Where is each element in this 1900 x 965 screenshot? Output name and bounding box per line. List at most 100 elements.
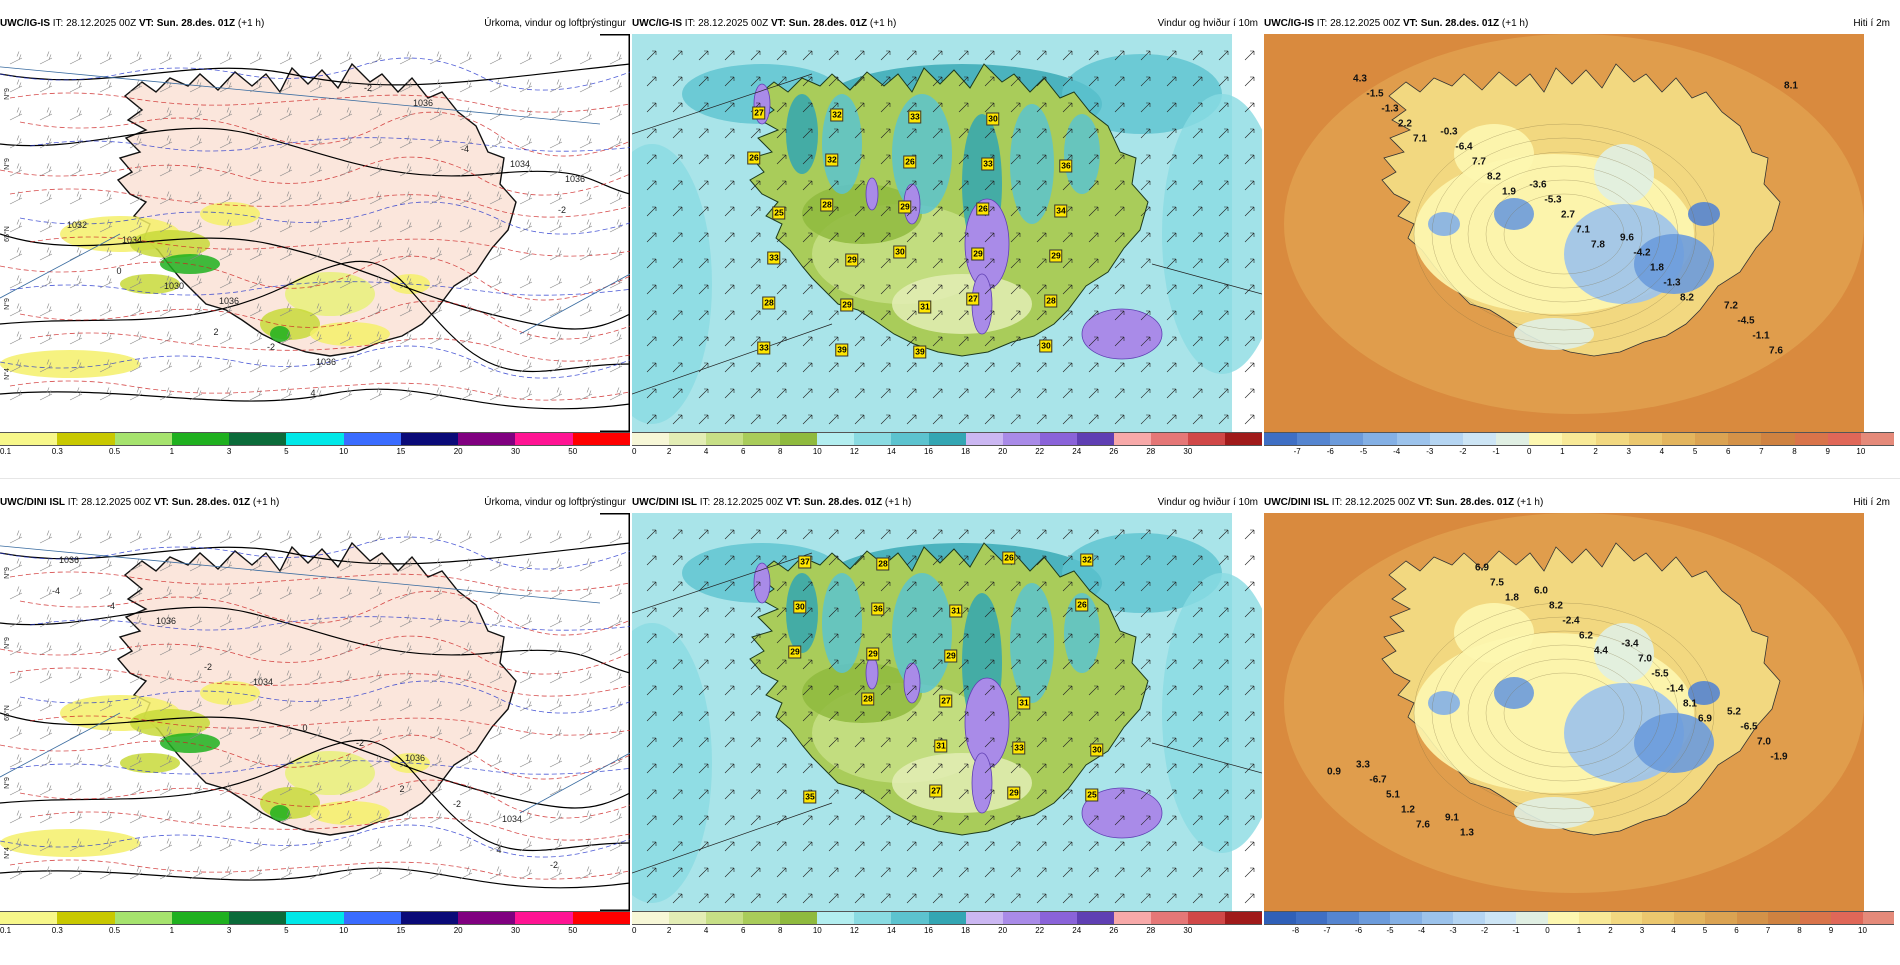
wind-arrow	[1166, 581, 1177, 592]
colorbar-swatch	[57, 433, 115, 445]
wind-arrow	[880, 789, 891, 800]
wind-arrow	[828, 336, 839, 347]
vt-value: Sun. 28.des. 01Z	[1435, 497, 1515, 508]
wind-arrow	[984, 685, 995, 696]
wind-arrow	[932, 258, 943, 269]
wind-map[interactable]: 27 26 26 29 28 31 29 32 30 29 27 33 25 37 36 29 31 30 35 28…	[632, 513, 1262, 911]
wind-arrow	[1192, 737, 1203, 748]
isobar	[0, 127, 630, 195]
wind-arrow	[672, 258, 683, 269]
wind-barb	[309, 838, 323, 852]
wind-arrow	[1166, 206, 1177, 217]
wind-barb	[489, 219, 503, 233]
colorbar-ticks: -8 -7 -6 -5 -4 -3 -2 -1 0 1 2 3 4 5 6 7 8 9 10	[1264, 926, 1894, 936]
wind-map[interactable]: 26 28 30 27 30 27 32 29 29 28 33 32 26 26 29 28 39 33 33 34…	[632, 34, 1262, 432]
wind-arrow	[984, 180, 995, 191]
wind-barb	[369, 642, 383, 656]
wind-arrow	[646, 50, 657, 61]
colorbar-ticks: -7 -6 -5 -4 -3 -2 -1 0 1 2 3 4 5 6 7 8 9 10	[1264, 447, 1894, 457]
wind-barb	[99, 51, 113, 65]
wind-arrow	[958, 841, 969, 852]
wind-arrow	[854, 581, 865, 592]
high-wind-area	[964, 677, 1010, 769]
colorbar-ticks: 0 2 4 6 8 10 12 14 16 18 20 22 24 26 28 30	[632, 447, 1262, 457]
wind-arrow	[1166, 284, 1177, 295]
wind-arrow	[672, 362, 683, 373]
precip-map[interactable]: 1036 1034 1036 1036 1034 -2 -2 -2 -4 -2 0 2 4 -4 N°9 N°…	[0, 513, 630, 911]
wind-barb	[39, 51, 53, 65]
wind-barb	[69, 79, 83, 93]
wind-arrow	[1114, 128, 1125, 139]
colorbar-tick-label: 16	[924, 926, 933, 935]
wind-barb	[279, 275, 293, 289]
wind-barb	[189, 810, 203, 824]
colorbar-swatch	[1562, 433, 1596, 445]
precip-area	[200, 202, 260, 226]
colorbar-tick-label: 18	[961, 447, 970, 456]
wind-arrow	[854, 841, 865, 852]
wind-arrow	[932, 362, 943, 373]
colorbar-tick-label: 15	[396, 447, 406, 456]
wind-barb	[549, 586, 563, 600]
wind-barb	[579, 838, 593, 852]
temp-map[interactable]: 8.1 7.1 1.9 7.8 8.2 7.6 2.2 8.2 7.1 -1.3 -1.1 -1.3 7…	[1264, 34, 1894, 432]
wind-barb	[459, 530, 473, 544]
wind-arrow	[1244, 815, 1255, 826]
wind-speed-area	[1162, 573, 1262, 853]
wind-barb	[459, 303, 473, 317]
wind-arrow	[1114, 893, 1125, 904]
wind-barb	[489, 810, 503, 824]
wind-arrow	[1088, 815, 1099, 826]
wind-barb	[159, 191, 173, 205]
wind-gust-label: 26	[903, 155, 917, 169]
wind-barb	[519, 558, 533, 572]
wind-barb	[9, 191, 23, 205]
colorbar-swatch	[1827, 433, 1861, 445]
colorbar-swatch	[286, 433, 344, 445]
wind-barb	[519, 219, 533, 233]
wind-arrow	[646, 867, 657, 878]
colorbar-swatch	[458, 912, 516, 924]
wind-barb	[549, 135, 563, 149]
wind-barb	[339, 107, 353, 121]
wind-arrow	[724, 154, 735, 165]
wind-barb	[39, 331, 53, 345]
wind-arrow	[984, 815, 995, 826]
wind-arrow	[1244, 555, 1255, 566]
wind-arrow	[1114, 102, 1125, 113]
wind-arrow	[1010, 607, 1021, 618]
wind-gust-label: 29	[866, 647, 880, 661]
wind-barb	[129, 642, 143, 656]
wind-barb	[129, 331, 143, 345]
wind-arrow	[1036, 310, 1047, 321]
wind-barb	[609, 670, 623, 684]
wind-arrow	[672, 310, 683, 321]
wind-barb	[69, 698, 83, 712]
wind-arrow	[1140, 841, 1151, 852]
wind-arrow	[906, 310, 917, 321]
wind-arrow	[984, 310, 995, 321]
wind-gust-label: 30	[793, 600, 807, 614]
wind-gust-label: 26	[976, 202, 990, 216]
isotherm	[1431, 616, 1697, 810]
temperature-contour	[29, 332, 630, 362]
colorbar-swatch	[1595, 433, 1629, 445]
wind-gust-label: 31	[1017, 696, 1031, 710]
precip-map[interactable]: 1036 1034 1036 1036 1036 1034 1032 1030 -2 -2 -4 -2…	[0, 34, 630, 432]
temperature-contour	[9, 380, 630, 401]
colorbar-swatch	[1225, 912, 1263, 924]
wind-arrow	[1062, 232, 1073, 243]
wind-barb	[579, 670, 593, 684]
wind-barb	[99, 698, 113, 712]
wind-gust-label: 29	[944, 649, 958, 663]
wind-barb	[579, 303, 593, 317]
wind-barb	[339, 331, 353, 345]
wind-barb	[159, 782, 173, 796]
wind-arrow	[1218, 232, 1229, 243]
colorbar-tick-label: 15	[396, 926, 406, 935]
wind-arrow	[828, 180, 839, 191]
temperature-label: -4.2	[1633, 247, 1651, 259]
temp-map[interactable]: 6.9 0.9 7.6 1.8 4.4 8.1 -1.9 1.2 7.5 6.2 -1.4 7.0 5.…	[1264, 513, 1894, 911]
wind-barb	[309, 163, 323, 177]
wind-barb	[429, 331, 443, 345]
